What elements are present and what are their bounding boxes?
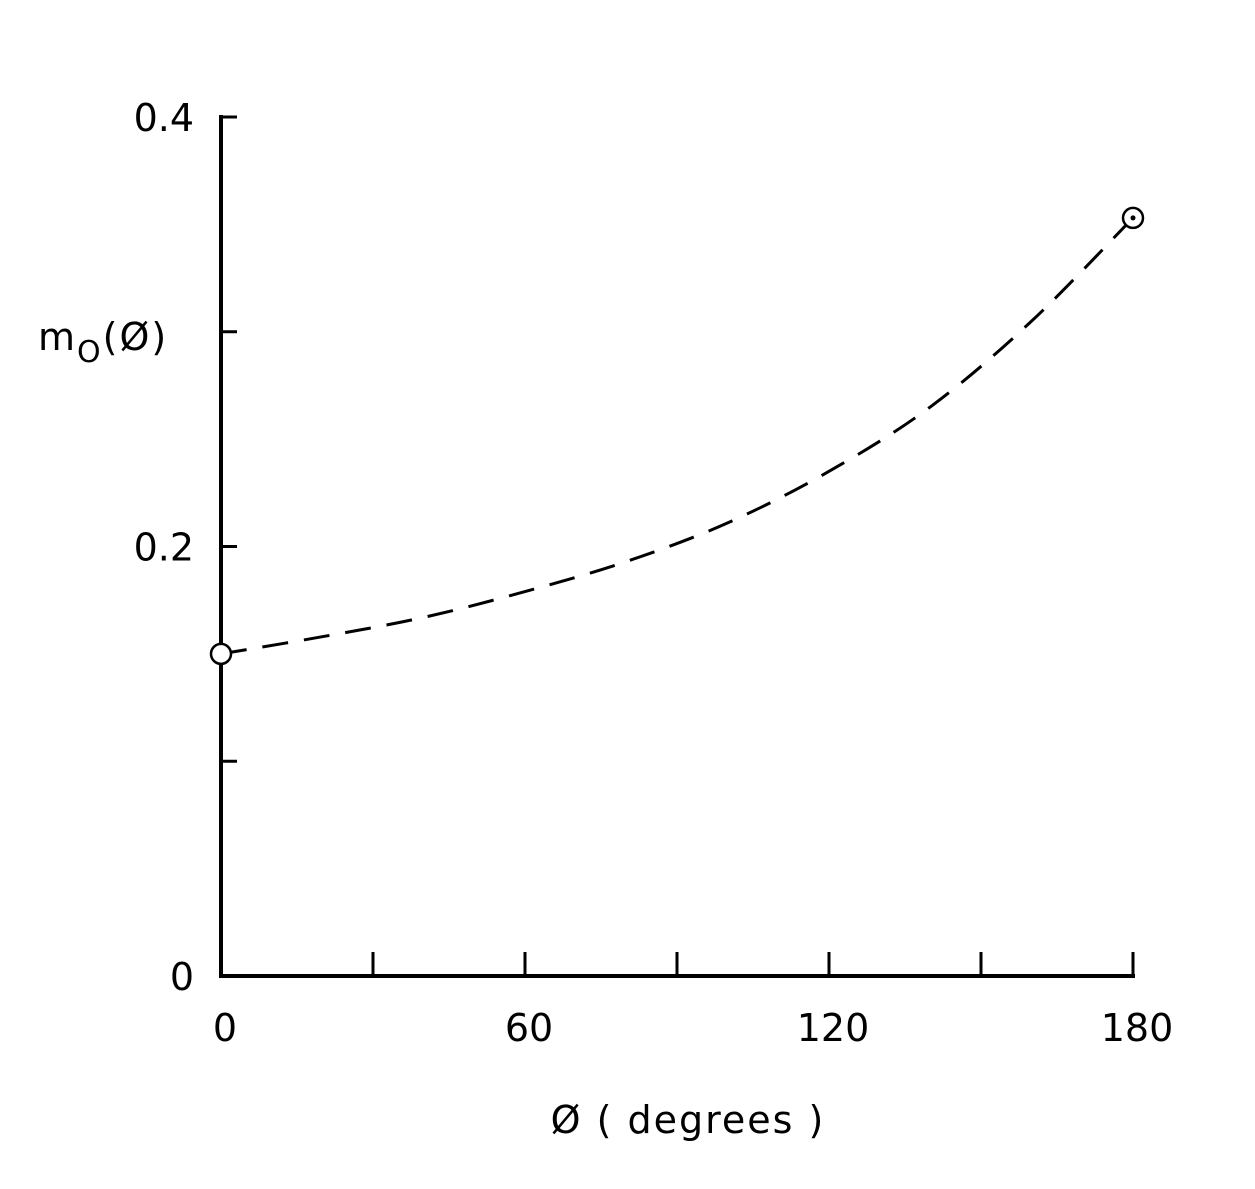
x-axis-title: Ø ( degrees ) <box>551 1098 826 1142</box>
x-tick-labels: 0 60 120 180 <box>213 1006 1173 1050</box>
y-tick-labels: 0 0.2 0.4 <box>134 96 194 999</box>
y-axis-title-subscript: O <box>77 335 103 370</box>
x-tick-label-2: 120 <box>797 1006 870 1050</box>
series-line-0 <box>220 216 1135 656</box>
x-tick-label-1: 60 <box>505 1006 553 1050</box>
x-tick-label-0: 0 <box>213 1006 237 1050</box>
data-point-0 <box>209 642 233 666</box>
x-tick-label-3: 180 <box>1101 1006 1174 1050</box>
markers <box>209 206 1145 666</box>
y-tick-label-0: 0 <box>170 955 194 999</box>
y-tick-label-2: 0.4 <box>134 96 194 140</box>
x-ticks <box>219 952 1135 976</box>
y-tick-label-1: 0.2 <box>134 526 194 570</box>
y-ticks <box>221 115 237 978</box>
axes <box>219 115 1135 978</box>
data-point-center-1 <box>1130 215 1136 221</box>
y-axis-title-main: m <box>38 315 77 359</box>
series <box>220 216 1135 656</box>
y-axis-title: mO(Ø) <box>38 315 168 370</box>
y-axis-title-argument: (Ø) <box>103 315 169 359</box>
